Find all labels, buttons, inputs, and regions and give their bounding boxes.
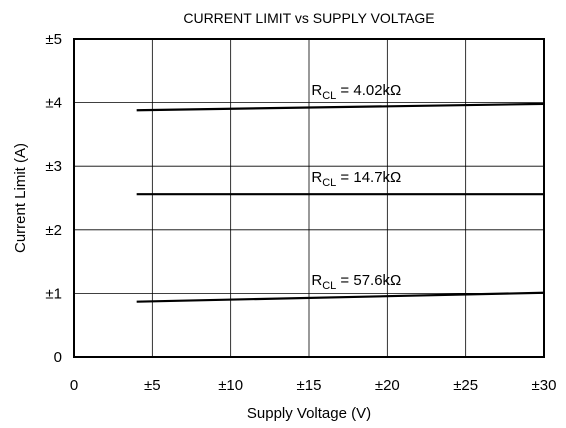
x-tick-label: ±5 — [144, 377, 161, 394]
x-tick-label: ±15 — [297, 377, 322, 394]
x-tick-label: ±20 — [375, 377, 400, 394]
series-label-value: = 4.02kΩ — [336, 82, 401, 99]
series-label-1: RCL = 14.7kΩ — [311, 169, 401, 189]
y-tick-labels: 0 ±1 ±2 ±3 ±4 ±5 — [45, 31, 62, 366]
x-tick-label: ±10 — [218, 377, 243, 394]
series-label-value: = 14.7kΩ — [336, 169, 401, 186]
x-tick-label: ±25 — [453, 377, 478, 394]
x-axis-label: Supply Voltage (V) — [247, 405, 371, 422]
series-label-sub: CL — [322, 177, 336, 189]
y-tick-label: ±4 — [45, 95, 62, 112]
y-tick-label: ±3 — [45, 158, 62, 175]
grid — [74, 39, 544, 357]
series-label-2: RCL = 57.6kΩ — [311, 272, 401, 292]
series-label-sub: CL — [322, 90, 336, 102]
series-label-main: R — [311, 82, 322, 99]
x-tick-labels: 0 ±5 ±10 ±15 ±20 ±25 ±30 — [70, 377, 557, 394]
series-line-2 — [136, 291, 545, 303]
y-tick-label: ±1 — [45, 285, 62, 302]
series-label-main: R — [311, 169, 322, 186]
plot-frame — [73, 38, 545, 358]
chart-title: CURRENT LIMIT vs SUPPLY VOLTAGE — [183, 10, 434, 26]
y-tick-label: ±2 — [45, 222, 62, 239]
series-label-value: = 57.6kΩ — [336, 272, 401, 289]
series-label-main: R — [311, 272, 322, 289]
y-tick-label: ±5 — [45, 31, 62, 48]
x-tick-label: 0 — [70, 377, 78, 394]
x-tick-label: ±30 — [532, 377, 557, 394]
y-tick-label: 0 — [54, 349, 62, 366]
series-label-sub: CL — [322, 280, 336, 292]
y-axis-label: Current Limit (A) — [12, 143, 29, 253]
series-line-0 — [136, 102, 545, 112]
series-label-0: RCL = 4.02kΩ — [311, 82, 401, 102]
